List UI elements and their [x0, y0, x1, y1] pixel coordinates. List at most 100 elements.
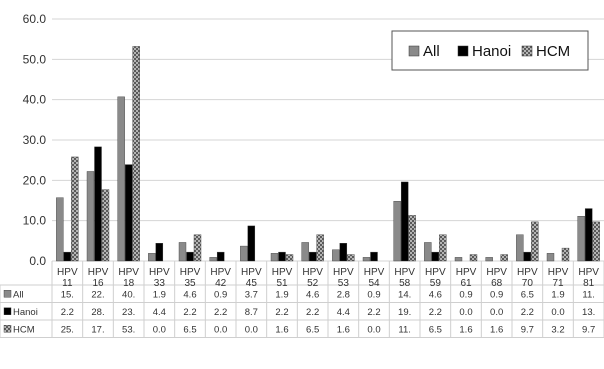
table-cell-value: 1.9 — [275, 289, 288, 300]
table-series-name: HCM — [13, 324, 35, 335]
category-label: 71 — [552, 278, 564, 289]
category-label: 11 — [62, 278, 73, 289]
table-cell-value: 6.5 — [429, 324, 442, 335]
bar-all — [86, 171, 95, 262]
legend-swatch — [521, 45, 533, 57]
table-cell-value: 8.7 — [245, 307, 258, 318]
bar-hanoi — [155, 243, 164, 262]
gridlines — [0, 18, 604, 338]
y-tick-label: 60.0 — [23, 12, 47, 26]
bar-hcm — [561, 247, 570, 262]
bar-hcm — [408, 215, 416, 262]
bar-all — [546, 253, 555, 262]
category-label: HPV — [456, 267, 477, 278]
table-cell-value: 6.5 — [306, 324, 319, 335]
table-cell-value: 0.0 — [367, 324, 380, 335]
table-cell-value: 0.0 — [245, 324, 258, 335]
table-cell-value: 0.9 — [214, 289, 227, 300]
table-cell-value: 4.6 — [429, 289, 442, 300]
bar-hanoi — [400, 181, 409, 262]
bar-all — [178, 242, 187, 262]
table-cell-value: 4.4 — [153, 307, 166, 318]
table-cell-value: 1.9 — [153, 289, 166, 300]
table-cell-value: 2.2 — [429, 307, 442, 318]
category-label: HPV — [486, 267, 507, 278]
legend-box — [391, 30, 589, 71]
table-cell-value: 28. — [91, 307, 104, 318]
category-label: 42 — [215, 278, 227, 289]
category-label: HPV — [425, 267, 446, 278]
bar-all — [301, 242, 309, 262]
bar-all — [577, 216, 585, 262]
table-cell-value: 25. — [61, 324, 74, 335]
table-cell-value: 4.6 — [183, 289, 196, 300]
bar-hcm — [531, 221, 539, 262]
bar-hcm — [316, 234, 324, 262]
category-label: HPV — [517, 267, 538, 278]
category-label: 70 — [522, 278, 534, 289]
category-label: 59 — [430, 278, 442, 289]
category-label: HPV — [364, 267, 385, 278]
bar-hcm — [592, 221, 600, 262]
y-tick-label: 20.0 — [23, 173, 47, 187]
category-label: HPV — [241, 267, 262, 278]
table-cell-value: 4.6 — [306, 289, 319, 300]
table-cell-value: 14. — [398, 289, 411, 300]
data-table: HPV11HPV16HPV18HPV33HPV35HPV42HPV45HPV51… — [3, 267, 599, 335]
table-cell-value: 0.9 — [367, 289, 380, 300]
category-label: 45 — [246, 278, 258, 289]
category-label: 54 — [368, 278, 380, 289]
table-legend-key — [3, 325, 12, 333]
table-cell-value: 2.2 — [367, 307, 380, 318]
category-label: 52 — [307, 278, 319, 289]
bars — [56, 46, 600, 262]
bar-hanoi — [94, 146, 102, 262]
category-label: 58 — [399, 278, 411, 289]
category-label: 51 — [276, 278, 288, 289]
category-label: HPV — [210, 267, 231, 278]
category-label: 53 — [338, 278, 350, 289]
legend-label: Hanoi — [472, 43, 511, 60]
table-series-name: All — [13, 289, 24, 300]
bar-hanoi — [339, 243, 348, 262]
bar-all — [56, 197, 64, 262]
table-cell-value: 4.4 — [337, 307, 350, 318]
category-label: HPV — [272, 267, 293, 278]
table-cell-value: 1.6 — [459, 324, 472, 335]
table-cell-value: 0.0 — [551, 307, 564, 318]
table-cell-value: 2.2 — [275, 307, 288, 318]
table-cell-value: 0.9 — [490, 289, 503, 300]
bar-hanoi — [216, 251, 225, 262]
category-label: HPV — [57, 267, 78, 278]
bar-hanoi — [431, 251, 440, 262]
bar-hanoi — [278, 251, 286, 262]
table-cell-value: 2.2 — [306, 307, 319, 318]
bar-hcm — [193, 234, 202, 262]
category-label: HPV — [88, 267, 109, 278]
table-cell-value: 3.2 — [551, 324, 564, 335]
table-cell-value: 2.8 — [337, 289, 350, 300]
table-cell-value: 11. — [582, 289, 595, 300]
table-cell-value: 9.7 — [521, 324, 534, 335]
category-label: HPV — [578, 267, 599, 278]
category-label: HPV — [302, 267, 323, 278]
y-tick-label: 50.0 — [23, 52, 47, 66]
legend-label: HCM — [536, 43, 570, 60]
category-label: 61 — [460, 278, 472, 289]
category-label: HPV — [118, 267, 139, 278]
table-cell-value: 3.7 — [245, 289, 258, 300]
table-cell-value: 53. — [122, 324, 135, 335]
table-cell-value: 11. — [398, 324, 411, 335]
category-label: HPV — [333, 267, 354, 278]
bar-hcm — [132, 46, 140, 262]
bar-all — [516, 234, 524, 262]
bar-all — [148, 253, 156, 262]
category-label: 33 — [154, 278, 166, 289]
bar-hanoi — [124, 164, 133, 262]
bar-hcm — [347, 254, 355, 262]
category-label: HPV — [548, 267, 569, 278]
bar-hcm — [500, 254, 508, 262]
bar-all — [393, 201, 401, 262]
y-tick-label: 10.0 — [23, 214, 47, 228]
